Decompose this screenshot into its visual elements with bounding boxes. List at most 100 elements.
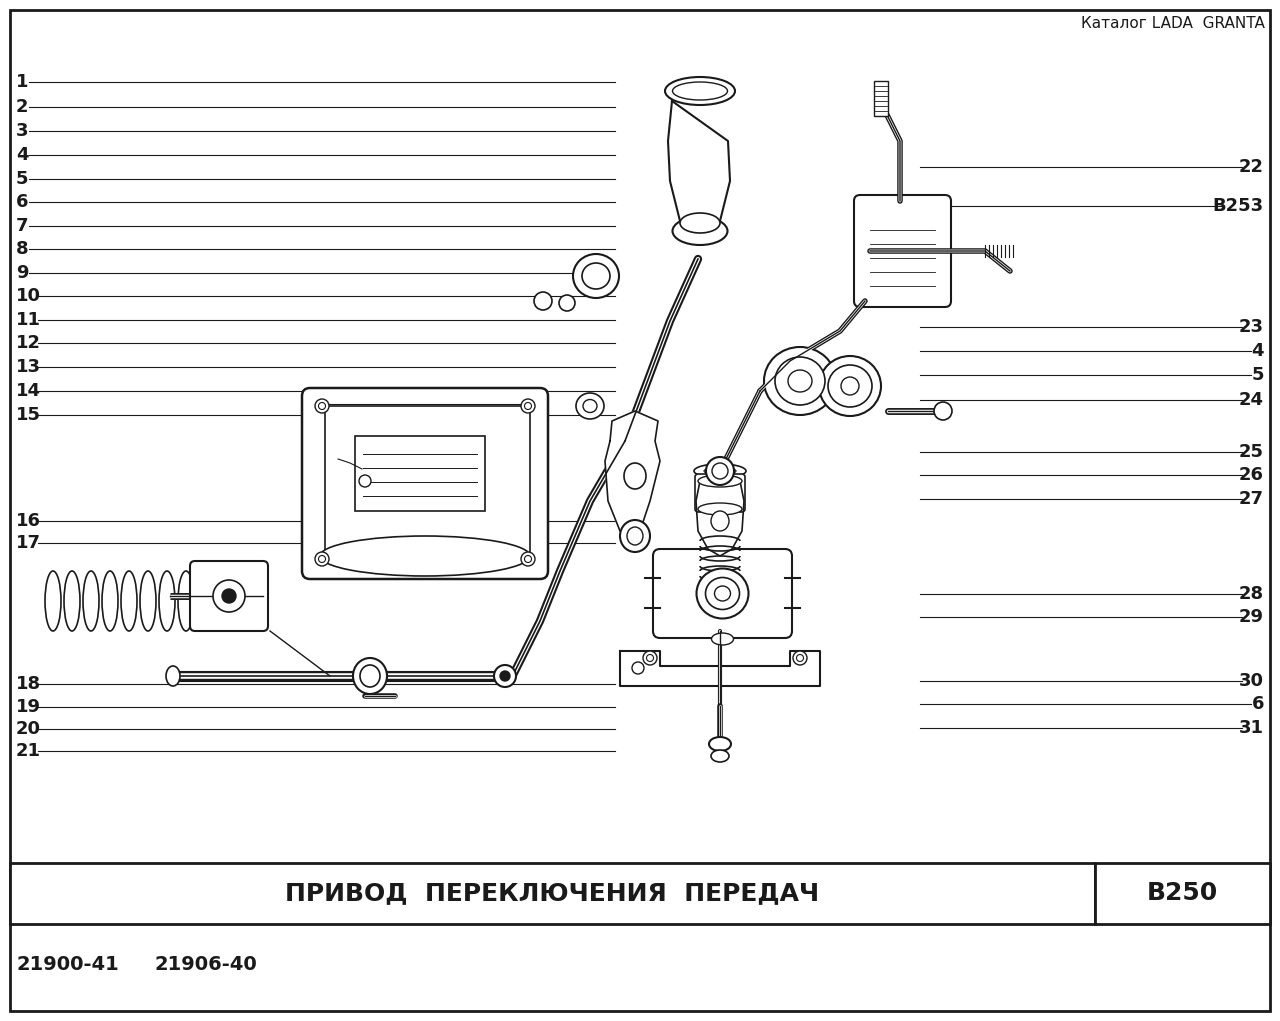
Ellipse shape: [212, 580, 244, 612]
Ellipse shape: [140, 571, 156, 631]
Ellipse shape: [360, 665, 380, 687]
Text: 31: 31: [1239, 719, 1265, 737]
Ellipse shape: [315, 552, 329, 566]
FancyBboxPatch shape: [854, 195, 951, 307]
Ellipse shape: [525, 402, 531, 409]
Text: 17: 17: [15, 534, 41, 552]
Ellipse shape: [698, 475, 742, 487]
Text: 11: 11: [15, 310, 41, 329]
Ellipse shape: [534, 292, 552, 310]
FancyBboxPatch shape: [695, 474, 745, 512]
Text: 29: 29: [1239, 607, 1265, 626]
Text: 4: 4: [1252, 342, 1265, 360]
Polygon shape: [620, 651, 820, 686]
Text: 24: 24: [1239, 391, 1265, 409]
Ellipse shape: [620, 520, 650, 552]
Text: Каталог LADA  GRANTA: Каталог LADA GRANTA: [1082, 16, 1265, 31]
Ellipse shape: [712, 633, 733, 645]
Bar: [874, 81, 888, 116]
Ellipse shape: [774, 357, 826, 405]
Text: 22: 22: [1239, 158, 1265, 177]
Ellipse shape: [788, 370, 812, 392]
Ellipse shape: [672, 82, 727, 100]
Ellipse shape: [698, 503, 742, 515]
Text: 30: 30: [1239, 672, 1265, 690]
Ellipse shape: [696, 569, 749, 619]
Text: 15: 15: [15, 405, 41, 424]
Text: 10: 10: [15, 287, 41, 305]
Ellipse shape: [705, 578, 740, 610]
Ellipse shape: [643, 651, 657, 665]
Text: 6: 6: [1252, 695, 1265, 714]
Text: 18: 18: [15, 675, 41, 693]
Text: 16: 16: [15, 512, 41, 530]
Ellipse shape: [710, 510, 730, 531]
Bar: [355, 436, 485, 510]
Polygon shape: [668, 101, 730, 231]
Ellipse shape: [582, 399, 596, 412]
Ellipse shape: [704, 467, 736, 475]
Ellipse shape: [559, 295, 575, 311]
Ellipse shape: [672, 217, 727, 245]
Text: В253: В253: [1213, 197, 1265, 215]
FancyBboxPatch shape: [189, 561, 268, 631]
Ellipse shape: [819, 356, 881, 416]
Text: 20: 20: [15, 720, 41, 738]
Bar: [10, 863, 1094, 924]
Ellipse shape: [796, 654, 804, 662]
Text: 27: 27: [1239, 490, 1265, 508]
Ellipse shape: [319, 402, 325, 409]
Text: 26: 26: [1239, 466, 1265, 484]
Text: 9: 9: [15, 263, 28, 282]
Ellipse shape: [841, 377, 859, 395]
Text: В250: В250: [1147, 881, 1219, 906]
Ellipse shape: [582, 263, 611, 289]
Ellipse shape: [828, 364, 872, 407]
Ellipse shape: [64, 571, 79, 631]
FancyBboxPatch shape: [302, 388, 548, 579]
Text: 25: 25: [1239, 443, 1265, 461]
Ellipse shape: [712, 463, 728, 479]
Text: 21: 21: [15, 742, 41, 761]
Ellipse shape: [714, 586, 731, 601]
Ellipse shape: [632, 662, 644, 674]
Text: 5: 5: [15, 169, 28, 188]
Ellipse shape: [625, 463, 646, 489]
Text: 13: 13: [15, 357, 41, 376]
Text: 14: 14: [15, 382, 41, 400]
Text: 8: 8: [15, 240, 28, 258]
Text: 4: 4: [15, 146, 28, 164]
Text: 21906-40: 21906-40: [155, 955, 257, 973]
Ellipse shape: [764, 347, 836, 415]
Ellipse shape: [320, 536, 530, 576]
Ellipse shape: [521, 552, 535, 566]
Ellipse shape: [934, 402, 952, 420]
Ellipse shape: [694, 464, 746, 478]
Ellipse shape: [315, 399, 329, 414]
Ellipse shape: [794, 651, 806, 665]
Ellipse shape: [521, 399, 535, 414]
Ellipse shape: [646, 654, 654, 662]
Ellipse shape: [83, 571, 99, 631]
Ellipse shape: [500, 671, 509, 681]
Ellipse shape: [627, 527, 643, 545]
Ellipse shape: [159, 571, 175, 631]
Text: 23: 23: [1239, 318, 1265, 336]
Ellipse shape: [221, 589, 236, 603]
Text: 5: 5: [1252, 366, 1265, 384]
Text: 28: 28: [1239, 585, 1265, 603]
Text: 7: 7: [15, 216, 28, 235]
Ellipse shape: [680, 213, 719, 233]
Ellipse shape: [710, 750, 730, 762]
Ellipse shape: [573, 254, 620, 298]
Ellipse shape: [709, 737, 731, 751]
Text: 1: 1: [15, 72, 28, 91]
Ellipse shape: [166, 666, 180, 686]
Text: 3: 3: [15, 121, 28, 140]
Ellipse shape: [525, 555, 531, 563]
Text: 19: 19: [15, 697, 41, 716]
Ellipse shape: [666, 77, 735, 105]
Ellipse shape: [358, 475, 371, 487]
Ellipse shape: [45, 571, 61, 631]
Ellipse shape: [102, 571, 118, 631]
